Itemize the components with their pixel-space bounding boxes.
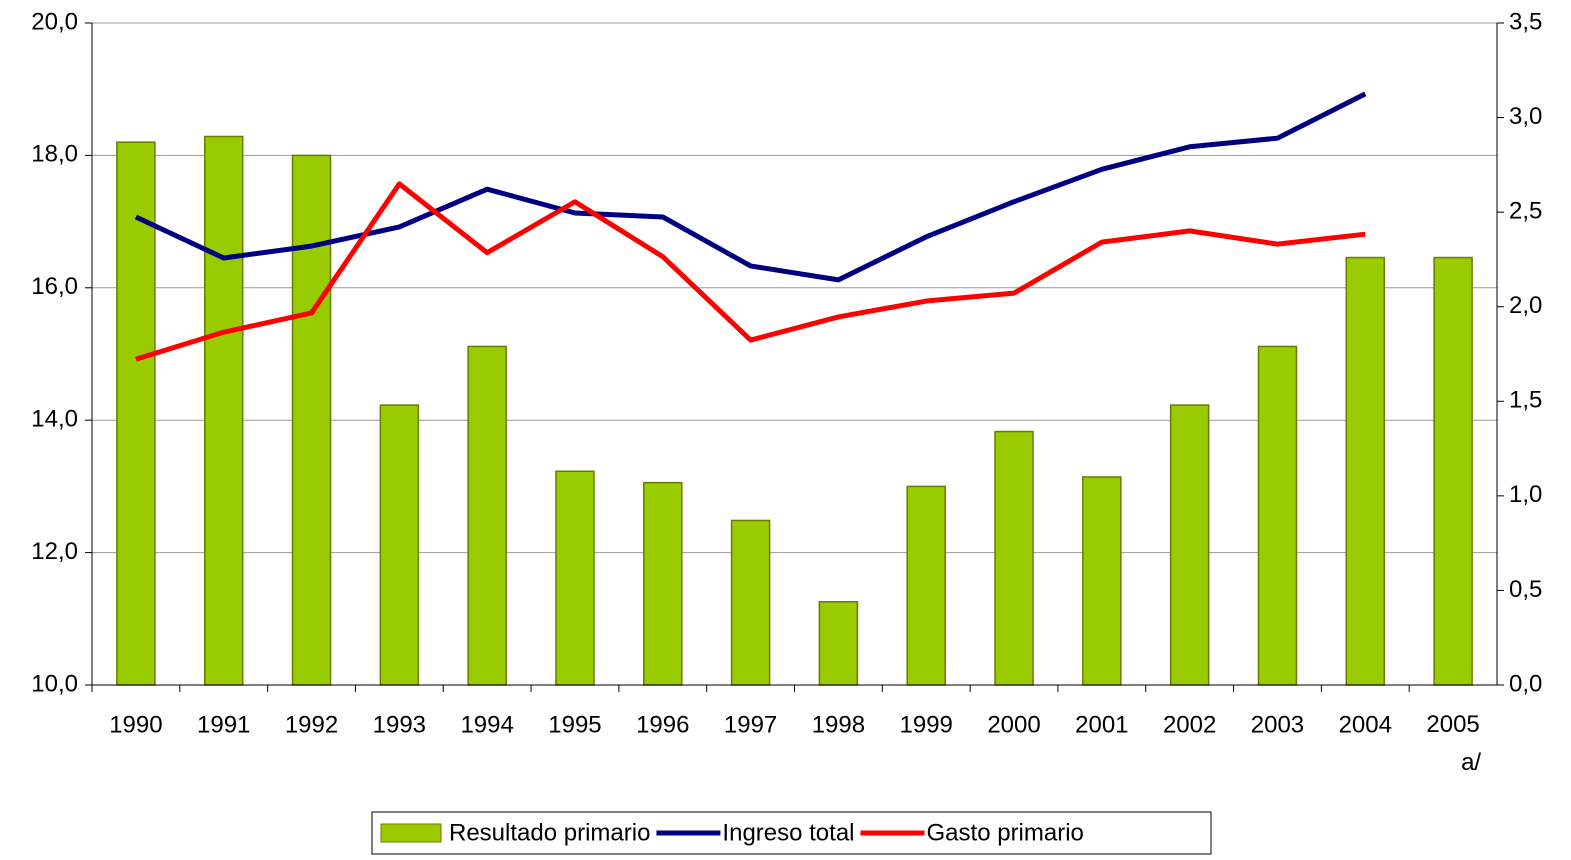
x-tick-label: 1995	[548, 711, 601, 738]
bar	[1257, 345, 1298, 686]
bar	[291, 154, 332, 686]
y2-tick-label: 0,0	[1509, 670, 1542, 697]
legend-swatch	[380, 823, 442, 843]
y-tick-label: 14,0	[31, 406, 78, 433]
x-tick-label: 1993	[373, 711, 426, 738]
y2-tick-label: 3,0	[1509, 103, 1542, 130]
y2-tick-label: 1,0	[1509, 481, 1542, 508]
legend-label: Gasto primario	[927, 819, 1084, 846]
x-tick-label: 1997	[724, 711, 777, 738]
x-tick-label: 2004	[1339, 711, 1392, 738]
legend-label: Resultado primario	[449, 819, 650, 846]
y2-tick-label: 3,5	[1509, 8, 1542, 35]
x-tick-label: 1991	[197, 711, 250, 738]
x-tick-label: 2005 a/	[1426, 711, 1481, 776]
bar	[643, 481, 683, 686]
line	[135, 181, 1366, 362]
bar	[1082, 476, 1122, 686]
y-tick-label: 18,0	[31, 141, 78, 168]
bar	[203, 135, 244, 686]
x-tick-label: 1990	[109, 711, 162, 738]
x-tick-label: 1992	[285, 711, 338, 738]
bar	[1169, 404, 1210, 686]
x-tick-label: 2002	[1163, 711, 1216, 738]
x-tick-label: 2001	[1075, 711, 1128, 738]
y2-tick-label: 1,5	[1509, 387, 1542, 414]
x-tick-label: 2000	[987, 711, 1040, 738]
y-tick-label: 20,0	[31, 8, 78, 35]
bar	[906, 485, 946, 686]
bar	[994, 430, 1034, 686]
y-tick-label: 16,0	[31, 273, 78, 300]
legend-label: Ingreso total	[722, 819, 854, 846]
x-tick-label: 1994	[460, 711, 513, 738]
bar	[116, 141, 156, 686]
y2-tick-label: 0,5	[1509, 576, 1542, 603]
y2-tick-label: 2,5	[1509, 197, 1542, 224]
bar	[730, 519, 771, 686]
bar	[555, 470, 595, 686]
bar	[467, 345, 507, 686]
line	[134, 91, 1367, 283]
bar	[818, 601, 859, 686]
bar	[1345, 256, 1386, 686]
x-tick-label: 2003	[1251, 711, 1304, 738]
bar	[379, 404, 420, 686]
y-tick-label: 10,0	[31, 670, 78, 697]
x-tick-label: 1999	[900, 711, 953, 738]
y2-tick-label: 2,0	[1509, 292, 1542, 319]
bar	[1433, 256, 1473, 686]
x-tick-label: 1998	[812, 711, 865, 738]
x-tick-label: 1996	[636, 711, 689, 738]
y-tick-label: 12,0	[31, 538, 78, 565]
legend-box	[371, 811, 1212, 855]
